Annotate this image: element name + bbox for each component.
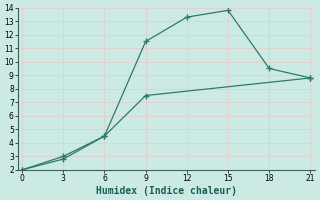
- X-axis label: Humidex (Indice chaleur): Humidex (Indice chaleur): [96, 186, 237, 196]
